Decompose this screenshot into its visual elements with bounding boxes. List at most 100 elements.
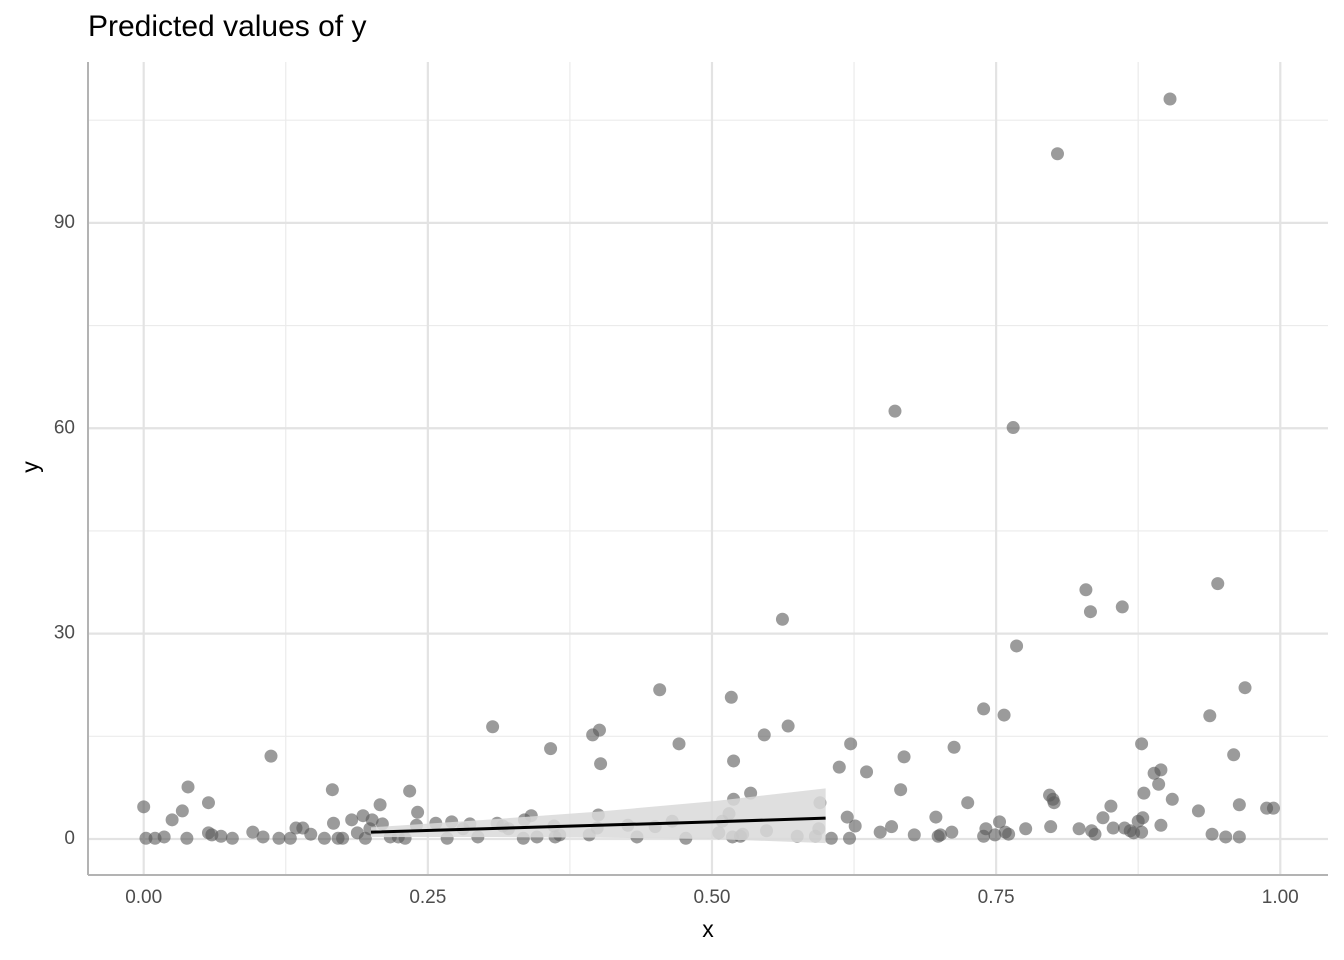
- data-point: [225, 831, 239, 845]
- data-point: [1136, 811, 1150, 825]
- data-point: [1203, 709, 1217, 723]
- data-point: [1191, 804, 1205, 818]
- data-point: [1135, 825, 1149, 839]
- y-tick-label: 0: [64, 828, 75, 849]
- data-point: [1096, 811, 1110, 825]
- data-point: [1006, 421, 1020, 435]
- data-point: [1002, 827, 1016, 841]
- data-point: [997, 708, 1011, 722]
- data-point: [592, 723, 606, 737]
- chart-title: Predicted values of y: [88, 10, 366, 43]
- data-point: [744, 786, 758, 800]
- data-point: [894, 783, 908, 797]
- data-point: [1019, 822, 1033, 836]
- data-point: [326, 816, 340, 830]
- prediction-line: [370, 816, 826, 834]
- data-point: [933, 828, 947, 842]
- data-point: [594, 757, 608, 771]
- data-point: [214, 829, 228, 843]
- data-point: [256, 830, 270, 844]
- x-tick-label: 0.50: [693, 887, 730, 908]
- x-axis-title: x: [702, 916, 714, 942]
- data-point: [727, 754, 741, 768]
- data-point: [246, 825, 260, 839]
- data-point: [137, 800, 151, 814]
- data-point: [888, 404, 902, 418]
- data-point: [264, 749, 278, 763]
- data-point: [157, 830, 171, 844]
- data-point: [988, 828, 1002, 842]
- data-point: [653, 683, 667, 697]
- data-point: [272, 831, 286, 845]
- data-point: [1047, 796, 1061, 810]
- data-point: [775, 612, 789, 626]
- data-point: [139, 831, 153, 845]
- data-point: [1072, 822, 1086, 836]
- data-point: [947, 740, 961, 754]
- data-point: [1232, 798, 1246, 812]
- data-point: [1163, 92, 1177, 106]
- data-point: [1044, 820, 1058, 834]
- data-point: [977, 702, 991, 716]
- data-point: [486, 720, 500, 734]
- data-point: [283, 831, 297, 845]
- data-point: [1205, 827, 1219, 841]
- data-point: [411, 805, 425, 819]
- data-point: [979, 822, 993, 836]
- data-point: [1088, 827, 1102, 841]
- data-point: [1137, 786, 1151, 800]
- data-point: [907, 828, 921, 842]
- x-tick-label: 0.75: [978, 887, 1015, 908]
- data-point: [1165, 792, 1179, 806]
- data-point: [832, 760, 846, 774]
- data-point: [961, 796, 975, 810]
- data-point: [993, 815, 1007, 829]
- data-point: [897, 750, 911, 764]
- data-point: [1135, 737, 1149, 751]
- data-point: [781, 719, 795, 733]
- data-point: [345, 813, 359, 827]
- data-point: [844, 737, 858, 751]
- data-point: [1050, 147, 1064, 161]
- y-tick-label: 90: [54, 212, 75, 233]
- data-point: [757, 728, 771, 742]
- data-point: [336, 831, 350, 845]
- data-point: [201, 796, 215, 810]
- data-point: [945, 825, 959, 839]
- data-point: [824, 831, 838, 845]
- data-point: [165, 813, 179, 827]
- data-point: [1238, 681, 1252, 695]
- data-point: [885, 820, 899, 834]
- data-point: [1227, 748, 1241, 762]
- data-point: [365, 813, 379, 827]
- data-point: [724, 690, 738, 704]
- data-point: [180, 831, 194, 845]
- data-point: [843, 831, 857, 845]
- data-point: [1152, 777, 1166, 791]
- x-tick-label: 0.25: [409, 887, 446, 908]
- data-point: [1115, 600, 1129, 614]
- data-point: [929, 810, 943, 824]
- x-tick-label: 1.00: [1262, 887, 1299, 908]
- data-point: [175, 804, 189, 818]
- y-axis-title: y: [17, 461, 43, 473]
- y-tick-label: 30: [54, 623, 75, 644]
- data-point: [1083, 605, 1097, 619]
- data-point: [840, 810, 854, 824]
- data-point: [181, 780, 195, 794]
- data-point: [1106, 821, 1120, 835]
- data-point: [1079, 583, 1093, 597]
- data-point: [860, 765, 874, 779]
- confidence-band: [371, 788, 826, 844]
- data-point: [544, 742, 558, 756]
- data-point: [325, 783, 339, 797]
- data-point: [1010, 639, 1024, 653]
- data-point: [304, 827, 318, 841]
- data-point: [1104, 799, 1118, 813]
- data-point: [873, 825, 887, 839]
- y-tick-label: 60: [54, 417, 75, 438]
- data-point: [1232, 830, 1246, 844]
- data-point: [1219, 830, 1233, 844]
- data-point: [373, 798, 387, 812]
